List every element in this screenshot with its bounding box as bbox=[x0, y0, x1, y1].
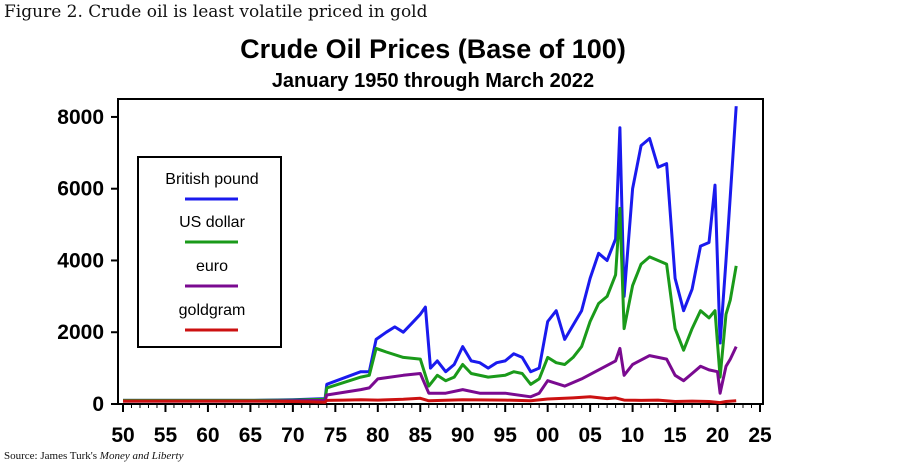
x-tick-label: 65 bbox=[239, 424, 263, 447]
legend-box bbox=[137, 156, 282, 348]
x-tick-label: 15 bbox=[663, 424, 687, 447]
x-tick-label: 80 bbox=[366, 424, 389, 447]
plot-frame bbox=[117, 98, 764, 405]
figure-caption: Figure 2. Crude oil is least volatile pr… bbox=[4, 2, 428, 22]
chart-title: Crude Oil Prices (Base of 100) bbox=[240, 34, 626, 64]
axis-layer: 0 2000 4000 6000 8000 50 55 60 65 70 75 80 85 90 95 00 0… bbox=[57, 106, 772, 447]
legend-label-us-dollar: US dollar bbox=[179, 214, 245, 231]
x-tick-label: 00 bbox=[536, 424, 559, 447]
x-tick-label: 20 bbox=[706, 424, 729, 447]
x-tick-label: 05 bbox=[578, 424, 602, 447]
source-note: Source: James Turk's Money and Liberty bbox=[4, 450, 184, 462]
source-prefix: Source: James Turk's bbox=[4, 450, 100, 462]
series-line-goldgram bbox=[123, 395, 737, 405]
source-work: Money and Liberty bbox=[99, 450, 184, 462]
y-tick-label: 2000 bbox=[57, 321, 104, 344]
x-tick-label: 70 bbox=[281, 424, 304, 447]
x-tick-label: 85 bbox=[409, 424, 433, 447]
legend: British pound US dollar euro goldgram bbox=[137, 156, 282, 348]
x-tick-label: 55 bbox=[154, 424, 178, 447]
x-tick-label: 10 bbox=[621, 424, 644, 447]
x-tick-label: 60 bbox=[196, 424, 219, 447]
legend-label-british-pound: British pound bbox=[165, 171, 258, 188]
x-tick-label: 95 bbox=[494, 424, 518, 447]
y-tick-label: 6000 bbox=[57, 178, 104, 201]
y-tick-label: 8000 bbox=[57, 106, 104, 129]
legend-label-euro: euro bbox=[196, 258, 228, 275]
series-layer bbox=[123, 106, 738, 405]
x-tick-label: 25 bbox=[748, 424, 772, 447]
x-tick-label: 90 bbox=[451, 424, 474, 447]
x-tick-label: 50 bbox=[111, 424, 134, 447]
legend-label-goldgram: goldgram bbox=[179, 302, 246, 319]
chart-subtitle: January 1950 through March 2022 bbox=[272, 70, 594, 92]
series-line-british-pound bbox=[123, 106, 738, 402]
series-line-us-dollar bbox=[123, 206, 738, 402]
y-tick-label: 0 bbox=[92, 393, 104, 416]
series-line-euro bbox=[123, 345, 738, 403]
y-tick-label: 4000 bbox=[57, 249, 104, 272]
x-tick-label: 75 bbox=[324, 424, 348, 447]
